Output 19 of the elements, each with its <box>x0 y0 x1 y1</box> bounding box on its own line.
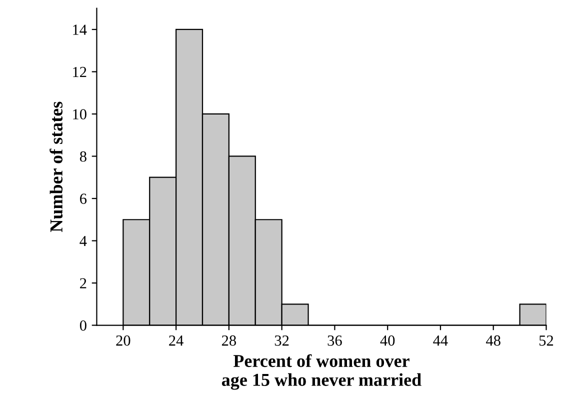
y-tick-label: 12 <box>73 66 86 78</box>
x-tick-label: 20 <box>116 335 130 346</box>
y-tick-label: 10 <box>73 109 86 120</box>
x-tick-label: 44 <box>433 336 448 346</box>
x-tick-label: 32 <box>274 335 289 346</box>
x-tick-label: 48 <box>486 335 500 346</box>
x-axis-title: Percent of women over age 15 who never married <box>222 354 422 390</box>
y-tick-label: 2 <box>80 278 86 288</box>
x-tick-label: 52 <box>539 335 554 346</box>
y-axis-title: Number of states <box>50 102 63 232</box>
y-tick-label: 4 <box>80 236 87 246</box>
y-tick-label: 0 <box>80 320 86 331</box>
x-tick-label: 40 <box>380 335 395 346</box>
x-tick-label: 36 <box>328 335 342 346</box>
y-tick-label: 6 <box>80 194 87 204</box>
x-tick-label: 24 <box>169 335 184 346</box>
y-tick-label: 14 <box>73 24 87 35</box>
y-tick-label: 8 <box>80 151 86 162</box>
x-tick-label: 28 <box>222 335 236 346</box>
